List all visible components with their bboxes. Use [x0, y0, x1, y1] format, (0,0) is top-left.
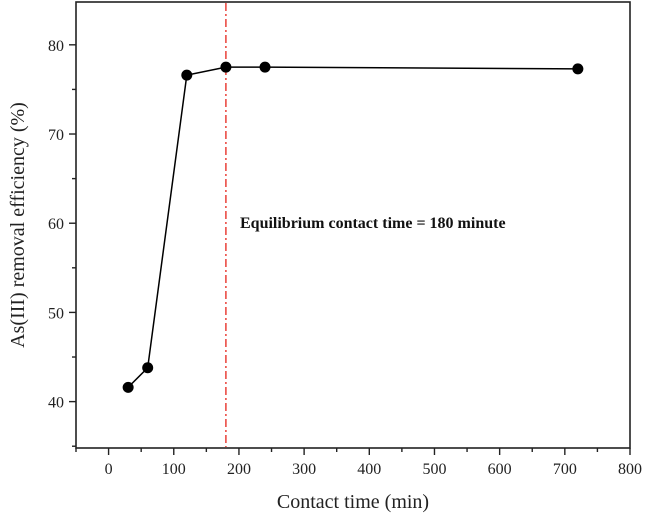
data-series: [122, 61, 584, 393]
x-tick-label: 0: [105, 461, 113, 478]
x-tick-label: 800: [618, 461, 642, 478]
data-point: [572, 63, 584, 75]
x-axis: 0 100 200 300 400 500 600 700 800: [75, 448, 642, 478]
x-tick-label: 700: [553, 461, 577, 478]
x-tick-label: 100: [162, 461, 186, 478]
y-tick-label: 40: [48, 395, 64, 412]
x-tick-label: 200: [227, 461, 251, 478]
x-tick-label: 300: [292, 461, 316, 478]
x-tick-label: 600: [488, 461, 512, 478]
x-tick-label: 500: [422, 461, 446, 478]
y-axis-title: As(III) removal efficiency (%): [7, 102, 29, 348]
plot-frame: [75, 1, 631, 449]
y-tick-label: 50: [48, 305, 64, 322]
x-axis-title: Contact time (min): [277, 491, 429, 513]
y-tick-label: 80: [48, 38, 64, 55]
data-point: [142, 362, 154, 374]
equilibrium-annotation: Equilibrium contact time = 180 minute: [240, 215, 506, 232]
y-tick-label: 70: [48, 127, 64, 144]
x-tick-label: 400: [357, 461, 381, 478]
y-tick-label: 60: [48, 216, 64, 233]
data-point: [220, 61, 232, 73]
y-axis: 40 50 60 70 80: [48, 38, 76, 447]
data-point: [181, 69, 193, 81]
data-point: [259, 61, 271, 73]
data-point: [122, 381, 134, 393]
